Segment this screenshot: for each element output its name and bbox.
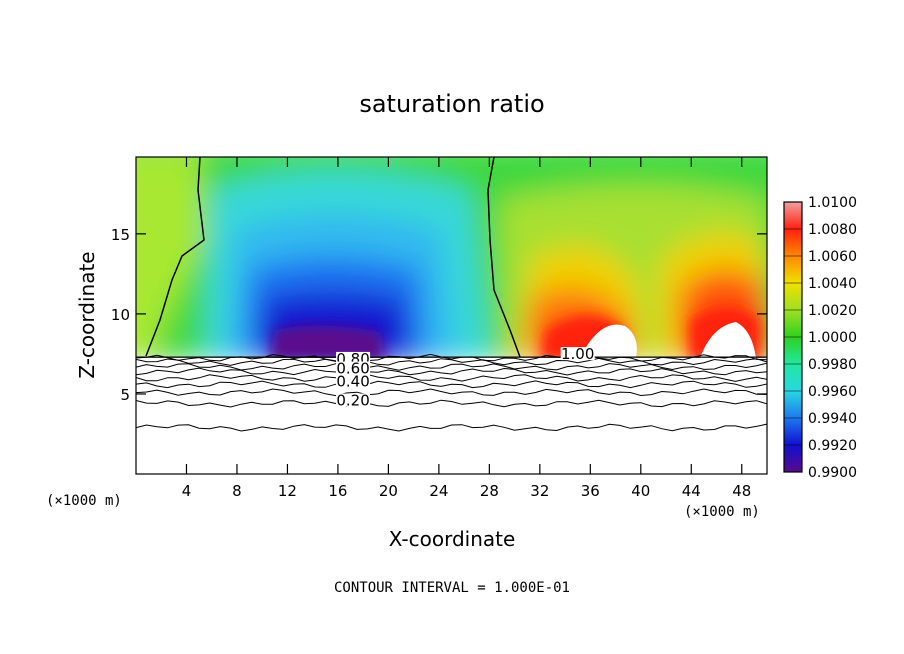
chart-title: saturation ratio xyxy=(359,90,544,118)
colorbar-tick-label: 0.9900 xyxy=(808,465,857,481)
contour-label: 0.40 xyxy=(336,372,369,390)
contour-label: 0.20 xyxy=(336,392,369,410)
colorbar-tick-label: 1.0100 xyxy=(808,195,857,211)
x-tick-label: 8 xyxy=(232,482,242,500)
contour-line xyxy=(136,357,767,366)
x-tick-label: 28 xyxy=(480,482,499,500)
colorbar-tick-label: 1.0060 xyxy=(808,249,857,265)
contour-lines xyxy=(136,353,767,432)
x-tick-label: 24 xyxy=(429,482,448,500)
x-tick-label: 12 xyxy=(278,482,297,500)
colorbar-tick-label: 1.0000 xyxy=(808,330,857,346)
y-axis: 5 10 15 xyxy=(111,226,767,404)
colorbar-tick-label: 0.9980 xyxy=(808,357,857,373)
colorbar-tick-label: 0.9960 xyxy=(808,384,857,400)
y-axis-label: Z-coordinate xyxy=(75,251,99,378)
x-tick-label: 48 xyxy=(732,482,751,500)
contour-label: 0.60 xyxy=(336,360,369,378)
x-tick-label: 32 xyxy=(530,482,549,500)
contour-line xyxy=(136,362,767,371)
contour-line xyxy=(136,380,767,389)
contour-line xyxy=(136,373,767,382)
colorbar: 0.9900 0.9920 0.9940 0.9960 0.9980 1.0000 1.00… xyxy=(783,195,857,481)
heatmap-field xyxy=(136,157,767,474)
contour-label-bg xyxy=(560,347,595,361)
contour-label: 1.00 xyxy=(561,345,594,363)
contour-label-bg xyxy=(336,361,371,375)
contour-line xyxy=(136,423,767,432)
colorbar-tick-label: 1.0020 xyxy=(808,303,857,319)
contour-label-bg xyxy=(336,374,371,388)
contour-labels: 0.800.600.400.201.00 xyxy=(336,345,595,410)
x-unit-left: (×1000 m) xyxy=(46,493,122,509)
x-axis: 4 8 12 16 20 24 28 32 36 40 44 48 xyxy=(182,157,751,500)
x-tick-label: 36 xyxy=(581,482,600,500)
x-tick-label: 4 xyxy=(182,482,192,500)
x-tick-label: 40 xyxy=(631,482,650,500)
x-tick-label: 44 xyxy=(682,482,701,500)
contour-label-bg xyxy=(336,393,371,407)
colorbar-tick-label: 0.9920 xyxy=(808,438,857,454)
x-axis-label: X-coordinate xyxy=(389,527,516,551)
contour-line xyxy=(136,399,767,408)
contour-line xyxy=(136,388,767,397)
x-tick-label: 20 xyxy=(379,482,398,500)
plot-frame xyxy=(135,156,768,475)
y-tick-label: 10 xyxy=(111,306,130,324)
y-tick-label: 15 xyxy=(111,226,130,244)
x-unit-right: (×1000 m) xyxy=(684,504,760,520)
y-tick-label: 5 xyxy=(120,386,130,404)
colorbar-tick-label: 0.9940 xyxy=(808,411,857,427)
colorbar-tick-label: 1.0040 xyxy=(808,276,857,292)
contour-interval-note: CONTOUR INTERVAL = 1.000E-01 xyxy=(334,580,570,596)
x-tick-label: 16 xyxy=(328,482,347,500)
colorbar-tick-label: 1.0080 xyxy=(808,222,857,238)
